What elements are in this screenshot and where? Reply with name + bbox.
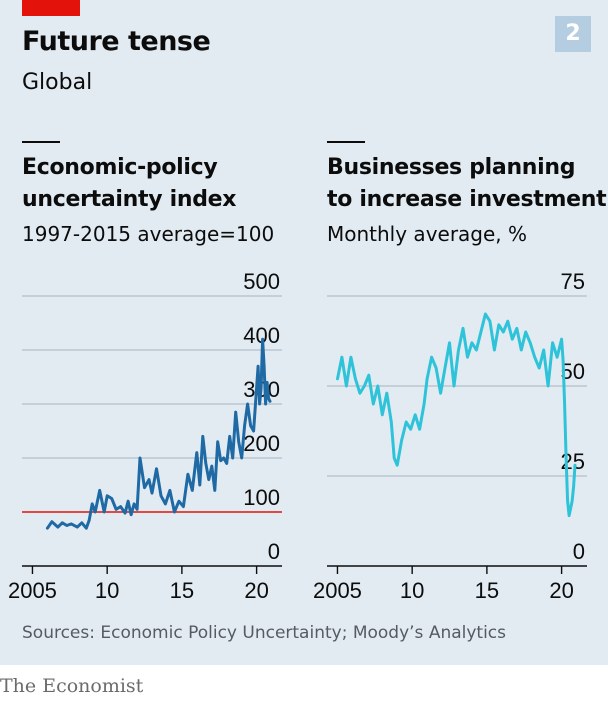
chart-panel	[0, 0, 608, 665]
left-chart-x-tick-label: 20	[244, 578, 268, 603]
left-chart-x-tick-label: 15	[170, 578, 194, 603]
left-chart-series-line	[45, 337, 272, 530]
right-chart-rule	[327, 141, 365, 143]
right-chart-title-line-2: to increase investment	[327, 187, 607, 212]
right-chart-subtitle: Monthly average, %	[327, 222, 528, 246]
right-chart-x-tick-label: 10	[400, 578, 424, 603]
page-title: Future tense	[22, 26, 211, 57]
brand-red-tag	[22, 0, 80, 16]
left-chart-title-line-2: uncertainty index	[22, 187, 237, 212]
right-chart-x-tick-label: 15	[475, 578, 499, 603]
left-chart-subtitle: 1997-2015 average=100	[22, 222, 275, 246]
right-chart-y-tick-label: 75	[561, 269, 585, 294]
publisher-logo: The Economist	[0, 675, 144, 697]
left-chart-x-tick-label: 2005	[8, 578, 57, 603]
left-chart-y-tick-label: 0	[268, 539, 280, 564]
right-chart-x-tick-label: 20	[549, 578, 573, 603]
left-chart-x-tick-label: 10	[95, 578, 119, 603]
right-chart-title-line-1: Businesses planning	[327, 155, 576, 180]
left-chart-y-tick-label: 100	[243, 485, 280, 510]
left-chart-title-line-1: Economic-policy	[22, 155, 218, 180]
left-chart-y-tick-label: 200	[243, 431, 280, 456]
right-chart-series-line	[336, 312, 577, 518]
right-chart-x-tick-label: 2005	[313, 578, 362, 603]
right-chart-y-tick-label: 0	[573, 539, 585, 564]
source-note: Sources: Economic Policy Uncertainty; Mo…	[22, 623, 507, 643]
left-chart-rule	[22, 141, 60, 143]
left-chart-title: Economic-policy uncertainty index	[22, 152, 236, 216]
right-chart-title: Businesses planning to increase investme…	[327, 152, 607, 216]
left-chart-y-tick-label: 500	[243, 269, 280, 294]
page-subtitle: Global	[22, 70, 93, 95]
chart-number-badge: 2	[555, 16, 591, 52]
right-chart-y-tick-label: 25	[561, 449, 585, 474]
